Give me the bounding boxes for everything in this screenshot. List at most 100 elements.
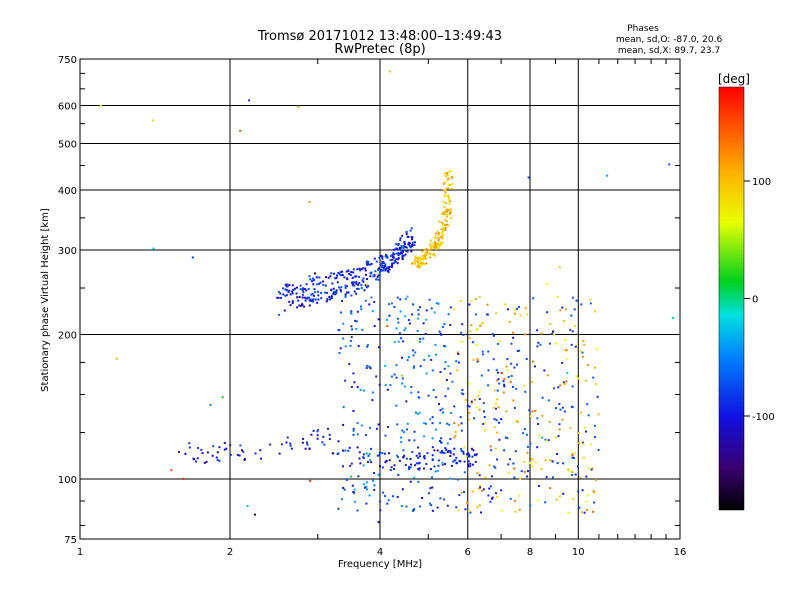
echo-point [408,439,411,442]
trace-point [440,241,443,244]
echo-point [577,377,580,380]
echo-point [558,428,561,431]
echo-point [597,413,600,416]
trace-point [322,435,325,438]
trace-point [291,284,294,287]
trace-point [365,261,368,264]
trace-point [462,450,465,453]
trace-point [327,427,329,430]
trace-point [395,252,398,255]
x-tick-label: 2 [227,547,233,558]
trace-point [277,296,280,299]
trace-point [316,301,319,304]
echo-point [447,365,450,368]
y-tick-label: 600 [58,102,77,113]
noise-point [552,330,554,333]
trace-point [474,460,477,463]
trace-point [360,268,363,271]
noise-point [606,174,609,177]
echo-point [409,480,412,483]
echo-point [463,491,466,494]
echo-point [344,296,347,298]
trace-point [424,256,427,259]
echo-point [587,364,589,366]
trace-point [364,273,367,276]
echo-point [480,511,482,514]
trace-point [444,463,447,465]
echo-point [576,345,578,348]
trace-point [337,271,340,274]
trace-point [290,447,293,450]
echo-point [493,418,496,421]
noise-point [314,272,316,275]
trace-point [421,250,424,253]
echo-point [593,491,596,494]
trace-point [343,276,346,279]
echo-point [537,423,540,425]
trace-point [405,230,408,233]
echo-point [479,486,482,489]
trace-point [384,268,387,271]
trace-point [304,299,307,302]
trace-point [340,286,343,289]
trace-point [367,454,370,457]
trace-point [395,258,398,261]
y-tick-label: 75 [64,535,77,546]
trace-point [434,235,437,238]
trace-point [417,258,419,261]
trace-point [377,274,380,277]
echo-point [497,378,500,381]
echo-point [567,468,570,471]
trace-point [330,289,333,292]
trace-point [389,469,392,472]
trace-point [302,437,305,440]
trace-point [352,271,355,274]
trace-point [423,249,426,252]
echo-point [589,298,592,301]
echo-point [545,476,548,479]
trace-point [431,454,434,457]
echo-point [531,381,534,384]
echo-point [355,327,358,330]
trace-point [309,298,312,301]
trace-point [299,284,302,287]
trace-point [449,217,452,219]
echo-point [350,311,352,314]
echo-point [466,404,469,407]
trace-point [432,243,435,246]
echo-point [468,411,471,414]
y-axis-label: Stationary phase Virtual Height [km] [40,208,51,392]
x-tick-label: 8 [527,547,533,558]
stats-line-x: mean, sd,X: 89.7, 23.7 [618,46,720,56]
trace-point [381,264,384,267]
echo-point [535,461,538,464]
echo-point [349,464,352,467]
trace-point [310,433,313,436]
echo-point [574,325,577,328]
trace-point [282,287,285,290]
trace-point [305,283,308,286]
noise-point [464,399,467,402]
trace-point [364,284,367,287]
trace-point [327,276,330,279]
echo-point [565,357,568,360]
noise-point [406,422,409,425]
echo-point [342,423,345,426]
trace-point [391,264,394,267]
y-tick-label: 750 [58,55,77,66]
echo-point [431,509,434,512]
echo-point [493,389,496,392]
echo-point [475,313,478,316]
trace-point [455,456,458,459]
echo-point [466,453,468,456]
trace-point [473,453,476,456]
trace-point [440,232,443,234]
echo-point [498,421,500,424]
trace-point [442,226,445,229]
echo-point [495,492,497,495]
echo-point [389,384,392,387]
trace-point [425,248,428,251]
trace-point [402,250,404,253]
echo-point [456,478,459,481]
trace-point [338,273,341,276]
